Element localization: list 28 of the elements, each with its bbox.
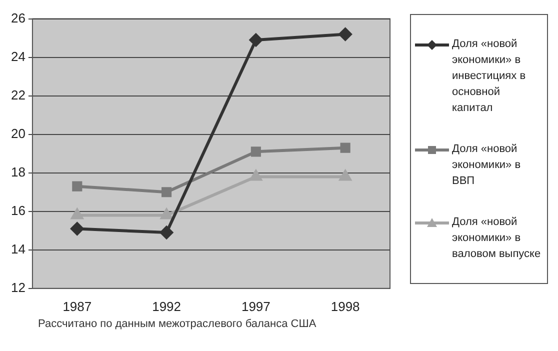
point: [162, 187, 172, 198]
y-tick-label: 22: [10, 87, 26, 102]
y-tick-label: 24: [10, 48, 26, 64]
x-tick-label: 1987: [62, 298, 92, 314]
point: [72, 181, 82, 192]
point: [160, 226, 174, 240]
y-tick-label: 14: [10, 241, 26, 256]
point: [70, 222, 84, 236]
y-tick-label: 16: [10, 202, 26, 218]
point: [71, 208, 83, 220]
x-tick-label: 1998: [330, 298, 360, 314]
legend-label: Доля «новой экономики» в инвестициях в основной капитал: [452, 36, 527, 116]
point: [338, 28, 352, 41]
point: [250, 170, 262, 181]
y-tick-label: 20: [10, 126, 26, 141]
point: [249, 33, 262, 46]
legend-label: Доля «новой экономики» в валовом выпуске: [452, 215, 542, 262]
point: [339, 170, 352, 181]
y-tick-label: 12: [10, 280, 26, 295]
legend-label: Доля «новой экономики» в ВВП: [452, 142, 522, 189]
point: [340, 142, 350, 153]
point: [250, 146, 261, 157]
x-tick-label: 1992: [152, 298, 181, 314]
y-tick-label: 18: [10, 164, 26, 180]
point: [160, 208, 172, 220]
text: Рассчитано по данным межотраслевого баланса США: [37, 318, 318, 330]
y-tick-label: 26: [10, 10, 26, 26]
x-tick-label: 1997: [241, 298, 270, 314]
